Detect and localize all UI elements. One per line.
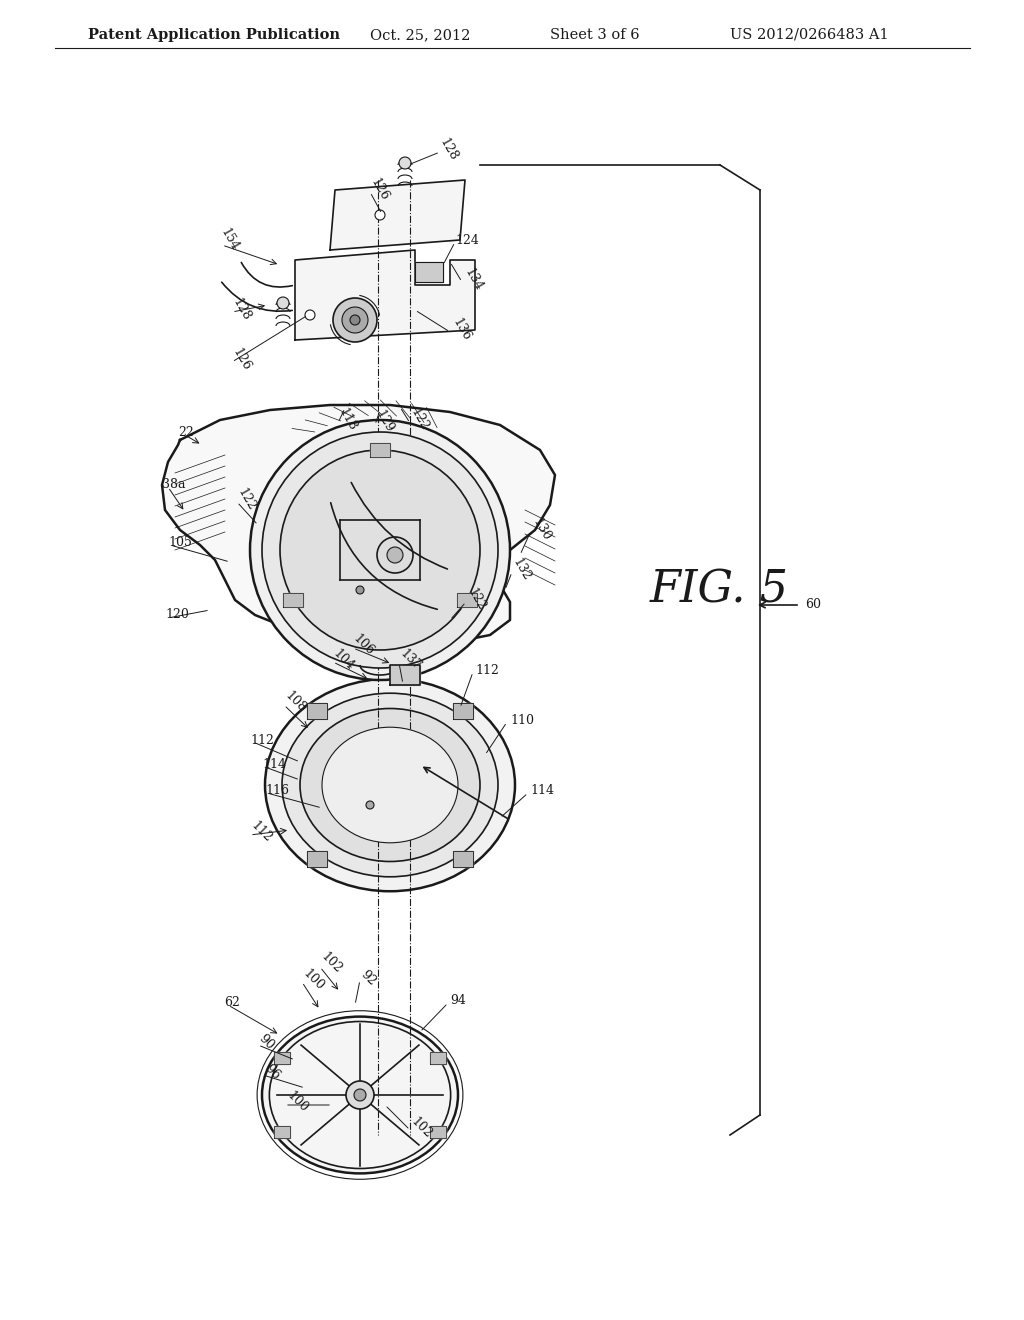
Bar: [390, 665, 420, 685]
Text: 137: 137: [397, 647, 423, 673]
Text: Patent Application Publication: Patent Application Publication: [88, 28, 340, 42]
Text: 112: 112: [248, 818, 274, 845]
Bar: [307, 851, 327, 867]
Text: 60: 60: [805, 598, 821, 611]
Text: 114: 114: [262, 758, 286, 771]
Text: 130: 130: [530, 516, 553, 544]
Text: 102: 102: [318, 950, 344, 975]
Bar: [307, 702, 327, 718]
Circle shape: [377, 537, 413, 573]
Text: 102: 102: [408, 1115, 434, 1140]
Text: 134: 134: [462, 267, 485, 293]
Text: 96: 96: [262, 1061, 283, 1082]
Bar: [273, 1052, 290, 1064]
Circle shape: [262, 432, 498, 668]
Text: 126: 126: [230, 346, 253, 374]
Text: 122: 122: [465, 586, 488, 614]
Text: 62: 62: [224, 995, 240, 1008]
Text: 154: 154: [218, 227, 242, 253]
Bar: [415, 261, 443, 282]
Bar: [370, 444, 390, 457]
Bar: [457, 593, 476, 607]
Text: 104: 104: [330, 647, 356, 673]
Text: 100: 100: [300, 968, 327, 993]
Bar: [273, 1126, 290, 1138]
Text: 92: 92: [358, 968, 378, 989]
Circle shape: [250, 420, 510, 680]
Text: 112: 112: [250, 734, 273, 747]
Ellipse shape: [322, 727, 458, 842]
Polygon shape: [295, 249, 475, 341]
Polygon shape: [330, 180, 465, 249]
Circle shape: [346, 1081, 374, 1109]
Text: FIG. 5: FIG. 5: [650, 569, 790, 611]
Circle shape: [354, 1089, 366, 1101]
Text: 129: 129: [373, 408, 396, 436]
Circle shape: [399, 157, 411, 169]
Text: 126: 126: [368, 177, 391, 203]
Text: Sheet 3 of 6: Sheet 3 of 6: [550, 28, 640, 42]
Bar: [453, 851, 473, 867]
Text: 108: 108: [282, 689, 308, 715]
Circle shape: [350, 315, 360, 325]
Circle shape: [280, 450, 480, 649]
Text: 122: 122: [408, 407, 431, 433]
Text: 136: 136: [450, 317, 473, 343]
Circle shape: [342, 308, 368, 333]
Circle shape: [278, 297, 289, 309]
Text: 94: 94: [450, 994, 466, 1006]
Circle shape: [333, 298, 377, 342]
Text: 122: 122: [234, 487, 258, 513]
Ellipse shape: [300, 709, 480, 862]
Bar: [284, 593, 303, 607]
Circle shape: [356, 586, 364, 594]
Text: 90: 90: [256, 1032, 276, 1052]
Text: 110: 110: [510, 714, 534, 726]
Bar: [453, 702, 473, 718]
Text: 124: 124: [455, 234, 479, 247]
Circle shape: [305, 310, 315, 319]
Circle shape: [375, 210, 385, 220]
Text: 118: 118: [336, 407, 359, 434]
Ellipse shape: [262, 1016, 458, 1173]
Bar: [430, 1126, 446, 1138]
Text: 114: 114: [530, 784, 554, 796]
Text: US 2012/0266483 A1: US 2012/0266483 A1: [730, 28, 889, 42]
Text: 120: 120: [165, 609, 188, 622]
Circle shape: [387, 546, 403, 564]
Text: Oct. 25, 2012: Oct. 25, 2012: [370, 28, 470, 42]
Text: 105: 105: [168, 536, 191, 549]
Text: 106: 106: [350, 632, 376, 659]
Text: 38a: 38a: [162, 479, 185, 491]
Text: 128: 128: [230, 297, 253, 323]
Ellipse shape: [282, 693, 498, 876]
Bar: [430, 1052, 446, 1064]
Text: 132: 132: [510, 557, 534, 583]
Text: 112: 112: [475, 664, 499, 676]
Text: 116: 116: [265, 784, 289, 796]
Polygon shape: [162, 405, 555, 640]
Ellipse shape: [265, 678, 515, 891]
Text: 100: 100: [284, 1089, 310, 1115]
Text: 128: 128: [437, 136, 460, 164]
Circle shape: [366, 801, 374, 809]
Text: 22: 22: [178, 425, 194, 438]
